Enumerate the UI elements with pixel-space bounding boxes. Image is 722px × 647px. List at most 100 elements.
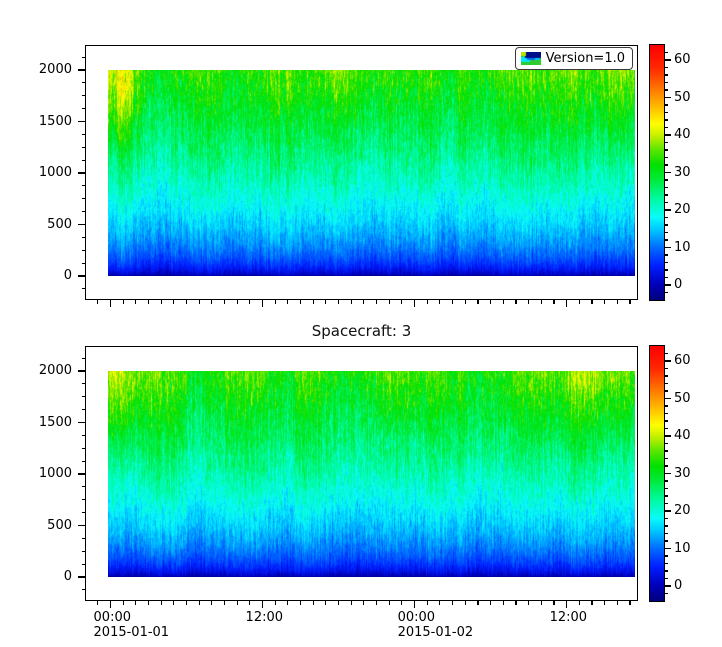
- colorbar-tick-minor: [664, 450, 668, 452]
- colorbar-tick-minor: [664, 126, 668, 129]
- y-axis-tick-minor: [81, 198, 85, 200]
- x-axis-tick-minor: [388, 601, 390, 605]
- colorbar-tick-label: 60: [674, 353, 691, 368]
- colorbar-tick-minor: [664, 269, 668, 271]
- x-axis-tick-minor: [299, 300, 302, 304]
- x-axis-tick-minor: [287, 601, 289, 605]
- x-axis-tick-minor: [540, 601, 542, 605]
- colorbar-tick-minor: [664, 495, 668, 497]
- x-axis-tick-major: [109, 300, 112, 307]
- x-axis-tick-minor: [337, 300, 340, 304]
- colorbar-tick-major: [664, 510, 671, 512]
- x-axis-tick-minor: [236, 300, 238, 304]
- y-axis-tick-major: [78, 172, 85, 174]
- colorbar-tick-minor: [664, 592, 668, 595]
- colorbar-tick-minor: [664, 517, 668, 520]
- x-axis-tick-minor: [439, 300, 441, 304]
- x-axis-tick-minor: [616, 300, 618, 304]
- x-axis-tick-minor: [502, 601, 504, 605]
- x-axis-tick-minor: [616, 601, 618, 605]
- colorbar-tick-label: 50: [674, 89, 691, 105]
- y-axis-tick-major: [78, 524, 85, 527]
- colorbar-tick-minor: [664, 382, 668, 385]
- x-axis-tick-minor: [477, 300, 479, 304]
- colorbar-tick-minor: [664, 442, 668, 445]
- x-axis-tick-minor: [135, 300, 137, 304]
- colorbar-tick-major: [664, 360, 671, 362]
- colorbar-tick-minor: [664, 164, 668, 166]
- colorbar-tick-label: 20: [674, 503, 691, 518]
- colorbar-tick-minor: [664, 480, 668, 482]
- x-axis-tick-major: [565, 300, 568, 307]
- colorbar-tick-minor: [664, 141, 668, 144]
- y-axis-tick-major: [78, 421, 85, 424]
- x-axis-tick-minor: [451, 300, 454, 304]
- colorbar-tick-minor: [664, 502, 668, 505]
- y-axis-tick-minor: [81, 185, 85, 187]
- colorbar-tick-major: [664, 246, 671, 249]
- colorbar-tick-label: 10: [674, 239, 691, 255]
- colorbar-tick-minor: [664, 224, 668, 226]
- y-axis-tick-minor: [81, 499, 85, 501]
- x-axis-tick-minor: [312, 601, 314, 605]
- colorbar-tick-minor: [664, 89, 668, 91]
- colorbar-tick-minor: [664, 201, 668, 204]
- x-axis-tick-minor: [401, 300, 403, 304]
- x-axis-tick-minor: [603, 300, 606, 304]
- x-axis-tick-major: [261, 601, 264, 608]
- y-axis-tick-minor: [81, 288, 85, 290]
- x-axis-tick-minor: [591, 601, 593, 605]
- colorbar-tick-major: [664, 472, 671, 475]
- x-axis-tick-minor: [502, 300, 504, 304]
- x-axis-tick-minor: [464, 300, 466, 304]
- y-axis-tick-major: [78, 370, 85, 372]
- y-tick-label: 2000: [38, 363, 72, 378]
- colorbar-tick-minor: [664, 465, 668, 467]
- colorbar-tick-minor: [664, 239, 668, 241]
- x-axis-tick-minor: [350, 601, 352, 605]
- legend[interactable]: Version=1.0: [514, 47, 633, 70]
- colorbar-tick-minor: [664, 186, 668, 189]
- x-axis-tick-minor: [287, 300, 289, 304]
- x-axis-tick-minor: [375, 601, 378, 605]
- y-axis-tick-major: [78, 223, 85, 226]
- panel1-colorbar: [649, 44, 665, 301]
- colorbar-tick-minor: [664, 254, 668, 256]
- x-axis-tick-minor: [147, 601, 150, 605]
- x-axis-tick-major: [413, 300, 416, 307]
- y-tick-label: 0: [63, 569, 72, 584]
- x-axis-tick-minor: [97, 300, 99, 304]
- y-axis-tick-minor: [81, 146, 85, 148]
- colorbar-tick-minor: [664, 194, 668, 196]
- colorbar-tick-major: [664, 547, 671, 550]
- x-axis-tick-minor: [337, 601, 340, 605]
- x-axis-tick-minor: [236, 601, 238, 605]
- y-tick-label: 1000: [38, 165, 72, 180]
- x-axis-tick-minor: [553, 300, 555, 304]
- x-axis-tick-minor: [515, 601, 517, 605]
- y-axis-tick-minor: [81, 447, 85, 449]
- x-axis-tick-minor: [198, 601, 200, 605]
- colorbar-tick-label: 0: [674, 578, 683, 593]
- x-axis-tick-minor: [591, 300, 593, 304]
- colorbar-tick-minor: [664, 149, 668, 151]
- y-axis-tick-minor: [81, 95, 85, 97]
- colorbar-tick-minor: [664, 261, 668, 264]
- y-axis-tick-minor: [81, 589, 85, 591]
- colorbar-tick-label: 30: [674, 164, 691, 180]
- x-axis-tick-minor: [147, 300, 150, 304]
- colorbar-tick-label: 30: [674, 465, 691, 481]
- colorbar-tick-label: 40: [674, 127, 691, 142]
- colorbar-tick-minor: [664, 231, 668, 234]
- x-axis-tick-minor: [173, 300, 175, 304]
- x-axis-tick-minor: [135, 601, 137, 605]
- x-axis-tick-minor: [540, 300, 542, 304]
- colorbar-tick-minor: [664, 81, 668, 84]
- x-axis-tick-minor: [211, 300, 213, 304]
- colorbar-tick-minor: [664, 457, 668, 460]
- x-axis-tick-minor: [185, 601, 188, 605]
- y-axis-tick-minor: [81, 262, 85, 264]
- panel1-heatmap: [108, 70, 635, 276]
- colorbar-tick-major: [664, 96, 671, 99]
